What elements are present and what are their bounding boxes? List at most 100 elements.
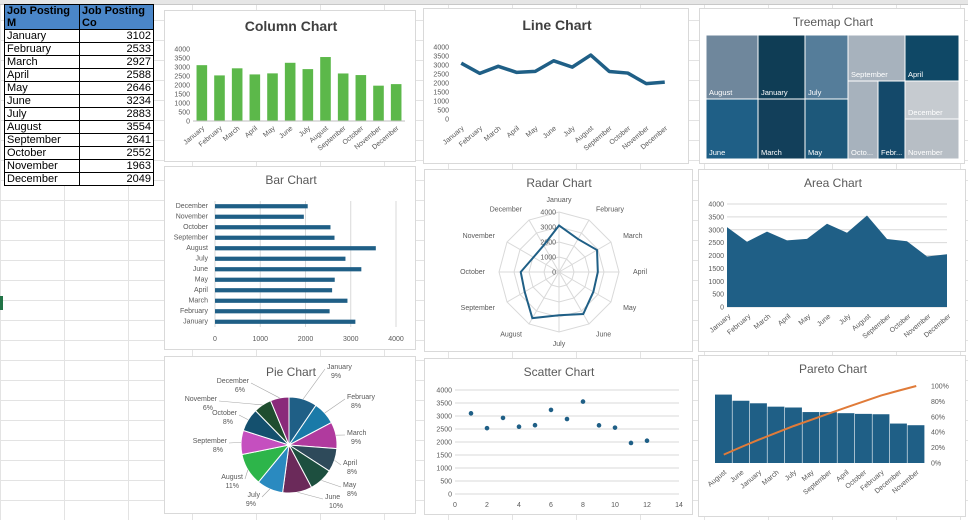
bar-chart-card[interactable]: Bar Chart 0 1000 2000 3000 4000 January Februar… [164, 166, 416, 350]
radar-category-label: October [460, 269, 486, 276]
line-chart: Line Chart 0 500 1000 1500 2000 2500 3000 3500 40… [433, 17, 669, 153]
table-header-cell[interactable]: Job Posting M [4, 4, 80, 30]
y-tick-label: 1500 [433, 90, 449, 97]
count-cell[interactable]: 3554 [79, 120, 154, 134]
count-cell[interactable]: 2533 [79, 42, 154, 56]
scatter-point [580, 399, 586, 404]
month-cell[interactable]: November [4, 159, 80, 173]
column-bar [267, 73, 278, 121]
line-chart-card[interactable]: Line Chart 0 500 1000 1500 2000 2500 3000 3500 40… [423, 8, 689, 164]
y-tick-label: 1000 [174, 101, 190, 108]
y-tick-label: 3000 [433, 63, 449, 70]
pie-leader-line [261, 488, 271, 498]
x-tick-label: July [784, 469, 798, 483]
treemap-tile [757, 98, 806, 160]
scatter-point [612, 425, 618, 430]
horizontal-bar [215, 267, 362, 272]
column-bar [214, 75, 225, 121]
radar-spoke [558, 271, 612, 303]
count-cell[interactable]: 2049 [79, 172, 154, 186]
pie-percent-label: 8% [347, 469, 357, 476]
radar-category-label: February [596, 207, 625, 214]
row-selection-marker [0, 296, 3, 310]
radar-spoke [558, 271, 590, 325]
radar-spoke [558, 219, 590, 273]
radar-tick-label: 4000 [540, 210, 556, 217]
month-cell[interactable]: March [4, 55, 80, 69]
horizontal-bar [215, 277, 335, 282]
pie-chart-card[interactable]: Pie Chart January 9% February 8% March 9% April… [164, 356, 416, 514]
table-row: September 2641 [4, 133, 154, 147]
pareto-bar [785, 407, 802, 463]
month-cell[interactable]: October [4, 146, 80, 160]
table-header-cell[interactable]: Job Posting Co [79, 4, 154, 30]
pareto-bar [767, 406, 785, 463]
month-cell[interactable]: January [4, 29, 80, 43]
treemap-tile [877, 80, 906, 160]
radar-spoke [506, 271, 560, 303]
x-tick-label: April [244, 125, 260, 140]
x-tick-label: June [278, 125, 294, 140]
count-cell[interactable]: 2588 [79, 68, 154, 82]
pareto-chart-card[interactable]: Pareto Chart 0% 20% 40% 60% 80% 100% August June… [698, 355, 966, 517]
table-row: July 2883 [4, 107, 154, 121]
y-tick-label: 2500 [174, 74, 190, 81]
y-tick-label: 1500 [708, 266, 724, 273]
month-cell[interactable]: August [4, 120, 80, 134]
treemap-tile [847, 80, 879, 160]
radar-tick-label: 3000 [540, 225, 556, 232]
y-tick-label: 1500 [436, 453, 452, 460]
treemap-label: August [709, 88, 733, 97]
column-bar [249, 74, 261, 121]
table-row: October 2552 [4, 146, 154, 160]
scatter-chart-card[interactable]: Scatter Chart 0 500 1000 1500 2000 2500 3000 350… [424, 358, 693, 515]
treemap-chart-card[interactable]: Treemap Chart August June January March July M… [699, 8, 965, 164]
horizontal-bar [215, 288, 333, 293]
column-bar [355, 75, 367, 121]
column-bar [373, 85, 384, 121]
x-tick-label: March [753, 313, 772, 331]
x-tick-label: 4 [517, 502, 521, 509]
month-cell[interactable]: April [4, 68, 80, 82]
y-category-label: February [180, 308, 209, 315]
y-tick-label: 4000 [174, 47, 190, 54]
x-tick-label: April [506, 125, 522, 140]
count-cell[interactable]: 3234 [79, 94, 154, 108]
treemap-label: June [709, 148, 725, 157]
area-series [727, 215, 947, 307]
y2-tick-label: 40% [931, 430, 945, 437]
radar-category-label: December [490, 207, 523, 214]
pie-percent-label: 6% [235, 387, 245, 394]
count-cell[interactable]: 2883 [79, 107, 154, 121]
radar-category-label: November [463, 233, 496, 240]
count-cell[interactable]: 2552 [79, 146, 154, 160]
radar-chart-card[interactable]: Radar Chart January February March April May J… [424, 169, 693, 352]
y-tick-label: 1000 [433, 99, 449, 106]
horizontal-bar [215, 309, 330, 314]
x-tick-label: 0 [453, 502, 457, 509]
count-cell[interactable]: 3102 [79, 29, 154, 43]
column-chart-card[interactable]: Column Chart 0 500 1000 1500 2000 2500 3000 3500… [164, 10, 416, 162]
count-cell[interactable]: 2646 [79, 81, 154, 95]
count-cell[interactable]: 2927 [79, 55, 154, 69]
y-category-label: January [183, 318, 208, 325]
x-tick-label: 8 [581, 502, 585, 509]
month-cell[interactable]: May [4, 81, 80, 95]
y-category-label: November [176, 213, 209, 220]
radar-category-label: March [623, 233, 643, 240]
y-tick-label: 3500 [436, 401, 452, 408]
column-bar [284, 62, 296, 121]
month-cell[interactable]: June [4, 94, 80, 108]
month-cell[interactable]: February [4, 42, 80, 56]
count-cell[interactable]: 2641 [79, 133, 154, 147]
month-cell[interactable]: September [4, 133, 80, 147]
x-tick-label: August [707, 469, 728, 488]
count-cell[interactable]: 1963 [79, 159, 154, 173]
horizontal-bar [215, 319, 356, 324]
x-tick-label: 12 [643, 502, 651, 509]
month-cell[interactable]: December [4, 172, 80, 186]
month-cell[interactable]: July [4, 107, 80, 121]
x-tick-label: March [222, 125, 241, 143]
area-chart-card[interactable]: Area Chart 0 500 1000 1500 2000 2500 3000 3500 40… [698, 169, 966, 352]
pie-category-label: September [193, 438, 228, 445]
